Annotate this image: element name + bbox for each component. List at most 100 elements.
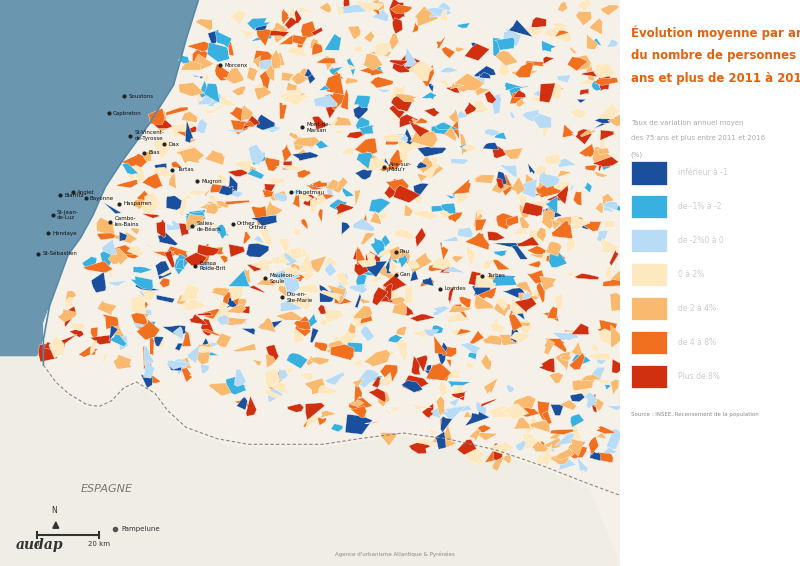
Polygon shape [520, 179, 538, 199]
Polygon shape [318, 208, 323, 223]
Polygon shape [594, 398, 604, 411]
Polygon shape [529, 254, 557, 259]
Polygon shape [258, 120, 278, 131]
Polygon shape [571, 216, 590, 230]
Polygon shape [275, 311, 303, 320]
Polygon shape [382, 282, 390, 297]
Polygon shape [220, 96, 238, 106]
Polygon shape [454, 304, 467, 318]
Polygon shape [512, 395, 536, 418]
Polygon shape [144, 150, 152, 161]
Polygon shape [320, 85, 330, 91]
Polygon shape [200, 203, 224, 211]
Polygon shape [166, 107, 188, 115]
Polygon shape [339, 4, 369, 14]
Polygon shape [330, 199, 346, 211]
Polygon shape [542, 57, 554, 65]
Polygon shape [431, 436, 457, 449]
Polygon shape [472, 282, 490, 296]
Polygon shape [537, 227, 546, 242]
Polygon shape [452, 256, 464, 263]
Polygon shape [270, 49, 281, 70]
Polygon shape [283, 276, 300, 294]
Polygon shape [416, 162, 427, 169]
Polygon shape [415, 228, 426, 247]
Polygon shape [312, 117, 327, 130]
Polygon shape [361, 272, 374, 276]
Polygon shape [338, 208, 346, 220]
Polygon shape [464, 411, 472, 418]
Polygon shape [612, 359, 624, 373]
Text: 0 à 2%: 0 à 2% [678, 270, 704, 279]
Polygon shape [293, 136, 305, 150]
Text: Hagetmau: Hagetmau [296, 190, 325, 195]
Polygon shape [181, 195, 193, 201]
Polygon shape [570, 177, 580, 192]
Polygon shape [233, 343, 256, 351]
Polygon shape [365, 422, 380, 424]
Polygon shape [267, 178, 285, 184]
Polygon shape [385, 287, 398, 298]
Polygon shape [247, 18, 271, 31]
Polygon shape [452, 179, 471, 194]
Polygon shape [510, 332, 530, 344]
Polygon shape [177, 145, 200, 157]
Polygon shape [498, 335, 521, 345]
Text: Hasparren: Hasparren [123, 201, 152, 206]
Polygon shape [354, 46, 365, 52]
Polygon shape [398, 250, 408, 268]
Polygon shape [189, 314, 207, 325]
Polygon shape [401, 55, 420, 72]
Polygon shape [554, 216, 578, 226]
Polygon shape [43, 342, 58, 350]
Polygon shape [229, 286, 243, 301]
Polygon shape [452, 120, 459, 139]
Polygon shape [211, 307, 235, 323]
Text: St-Sébastien: St-Sébastien [42, 251, 78, 256]
Polygon shape [607, 39, 618, 48]
Polygon shape [318, 417, 326, 426]
Polygon shape [293, 192, 312, 201]
Polygon shape [482, 143, 499, 149]
Polygon shape [256, 279, 278, 286]
Polygon shape [263, 200, 283, 217]
Polygon shape [152, 167, 175, 177]
Polygon shape [386, 255, 397, 274]
Polygon shape [495, 37, 514, 50]
Polygon shape [494, 298, 512, 316]
Polygon shape [390, 149, 407, 170]
Polygon shape [324, 263, 337, 277]
Polygon shape [436, 370, 450, 381]
Polygon shape [226, 130, 245, 132]
Polygon shape [206, 200, 230, 208]
Polygon shape [422, 277, 434, 286]
Polygon shape [262, 190, 275, 198]
Text: Capbreton: Capbreton [113, 111, 142, 115]
Polygon shape [209, 221, 230, 234]
Polygon shape [346, 342, 362, 352]
Polygon shape [49, 335, 65, 358]
Polygon shape [135, 284, 160, 290]
Polygon shape [522, 202, 543, 216]
Polygon shape [256, 27, 271, 46]
Polygon shape [506, 215, 518, 226]
Polygon shape [314, 140, 330, 149]
Polygon shape [197, 93, 213, 105]
Polygon shape [546, 255, 566, 264]
Polygon shape [267, 388, 282, 402]
Polygon shape [326, 73, 344, 95]
Polygon shape [518, 195, 528, 207]
Polygon shape [566, 272, 575, 277]
Polygon shape [600, 155, 610, 171]
Polygon shape [519, 216, 530, 229]
Polygon shape [373, 381, 387, 384]
Polygon shape [474, 294, 494, 309]
Polygon shape [484, 379, 498, 394]
Polygon shape [354, 261, 372, 276]
Polygon shape [474, 175, 494, 183]
Polygon shape [354, 105, 368, 119]
Polygon shape [436, 396, 445, 416]
Polygon shape [340, 89, 349, 110]
Polygon shape [383, 284, 392, 301]
Bar [630, 365, 666, 388]
